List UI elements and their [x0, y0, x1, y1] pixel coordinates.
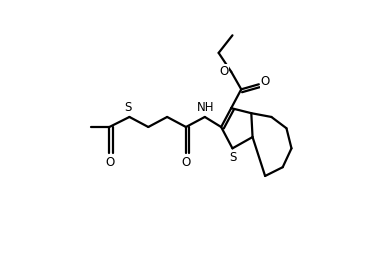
Text: O: O	[182, 156, 191, 169]
Text: O: O	[105, 156, 115, 169]
Text: O: O	[219, 65, 228, 78]
Text: S: S	[229, 151, 236, 164]
Text: NH: NH	[197, 101, 215, 114]
Text: O: O	[261, 75, 270, 88]
Text: S: S	[125, 101, 132, 114]
